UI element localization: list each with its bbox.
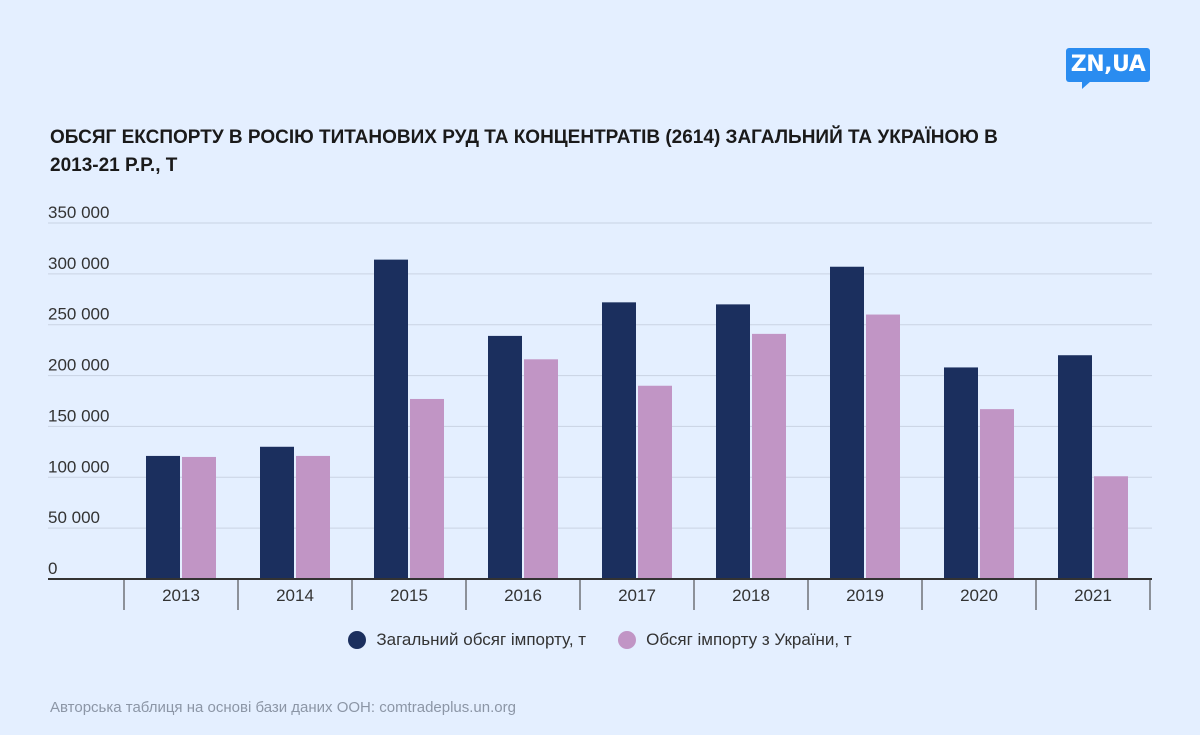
x-tick-label: 2020: [960, 586, 998, 605]
bar-total: [146, 455, 180, 579]
y-tick-label: 250 000: [48, 305, 109, 324]
bar-total: [602, 302, 636, 579]
x-tick-label: 2019: [846, 586, 884, 605]
legend-label-total: Загальний обсяг імпорту, т: [376, 630, 587, 649]
bar-ukraine: [296, 455, 330, 579]
y-tick-label: 350 000: [48, 203, 109, 222]
y-tick-label: 50 000: [48, 508, 100, 527]
bar-total: [830, 266, 864, 579]
x-tick-label: 2015: [390, 586, 428, 605]
x-tick-label: 2018: [732, 586, 770, 605]
bar-ukraine: [1094, 476, 1128, 579]
legend: Загальний обсяг імпорту, т Обсяг імпорту…: [0, 630, 1200, 650]
bar-ukraine: [638, 385, 672, 579]
y-tick-label: 150 000: [48, 406, 109, 425]
bar-total: [1058, 355, 1092, 579]
x-tick-label: 2021: [1074, 586, 1112, 605]
chart-title: ОБСЯГ ЕКСПОРТУ В РОСІЮ ТИТАНОВИХ РУД ТА …: [50, 127, 998, 176]
bar-ukraine: [182, 456, 216, 579]
x-tick-label: 2013: [162, 586, 200, 605]
bar-ukraine: [980, 409, 1014, 579]
legend-item-total: Загальний обсяг імпорту, т: [348, 630, 586, 650]
x-tick-label: 2017: [618, 586, 656, 605]
logo-tail: [1082, 81, 1091, 89]
bar-total: [374, 259, 408, 579]
bar-ukraine: [752, 333, 786, 579]
brand-logo: ZN,UA: [1066, 48, 1150, 82]
y-tick-label: 300 000: [48, 254, 109, 273]
bar-total: [944, 367, 978, 579]
legend-swatch-ukraine: [618, 631, 637, 649]
y-tick-label: 0: [48, 559, 57, 578]
legend-label-ukraine: Обсяг імпорту з України, т: [646, 630, 852, 649]
source-note: Авторська таблиця на основі бази даних О…: [50, 699, 516, 716]
bar-ukraine: [524, 359, 558, 579]
bar-total: [488, 335, 522, 579]
bar-total: [260, 446, 294, 579]
bar-ukraine: [866, 314, 900, 579]
y-tick-label: 200 000: [48, 356, 109, 375]
x-tick-label: 2014: [276, 586, 314, 605]
bar-ukraine: [410, 398, 444, 579]
legend-item-ukraine: Обсяг імпорту з України, т: [618, 630, 852, 650]
legend-swatch-total: [348, 631, 367, 649]
y-tick-label: 100 000: [48, 457, 109, 476]
bar-total: [716, 304, 750, 579]
x-tick-label: 2016: [504, 586, 542, 605]
